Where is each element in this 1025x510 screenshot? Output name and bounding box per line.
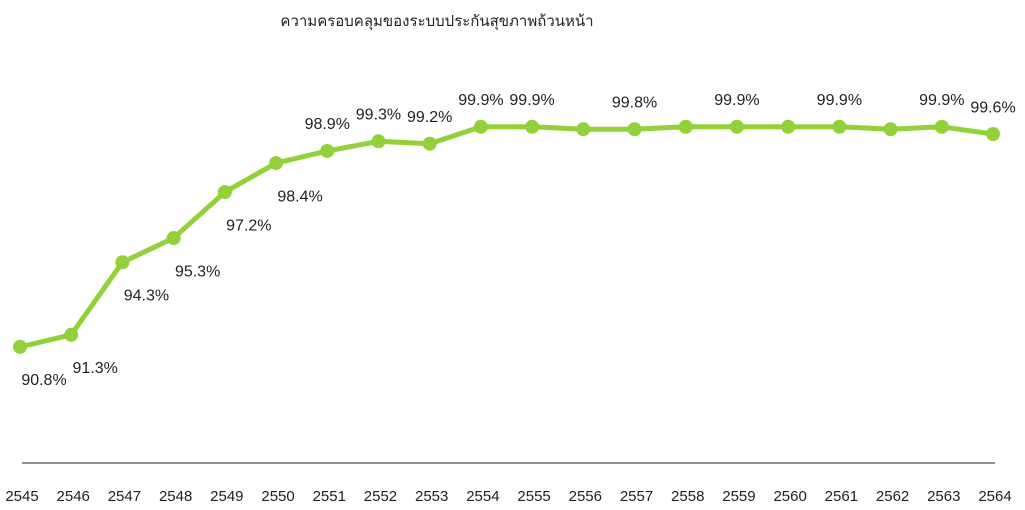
marker bbox=[832, 119, 847, 134]
x-tick-label: 2561 bbox=[825, 488, 858, 505]
marker bbox=[371, 134, 386, 149]
x-tick-label: 2546 bbox=[57, 488, 90, 505]
marker bbox=[269, 156, 284, 171]
marker bbox=[729, 119, 744, 134]
x-tick-label: 2549 bbox=[210, 488, 243, 505]
x-tick-label: 2559 bbox=[722, 488, 755, 505]
x-tick-label: 2548 bbox=[159, 488, 192, 505]
marker bbox=[473, 119, 488, 134]
marker bbox=[13, 339, 27, 354]
data-label: 97.2% bbox=[226, 217, 271, 234]
marker bbox=[422, 136, 437, 151]
marker bbox=[576, 122, 591, 137]
data-label: 99.9% bbox=[817, 92, 862, 109]
marker bbox=[166, 231, 181, 246]
data-label: 99.6% bbox=[970, 99, 1015, 116]
data-label: 99.9% bbox=[714, 92, 759, 109]
marker bbox=[115, 255, 130, 270]
data-label: 98.9% bbox=[305, 116, 350, 133]
data-label: 94.3% bbox=[124, 287, 169, 304]
x-tick-label: 2551 bbox=[313, 488, 346, 505]
data-label: 99.2% bbox=[407, 109, 452, 126]
x-tick-label: 2562 bbox=[876, 488, 909, 505]
data-label: 91.3% bbox=[73, 360, 118, 377]
data-label: 99.8% bbox=[612, 94, 657, 111]
marker bbox=[934, 119, 949, 134]
marker bbox=[64, 327, 79, 342]
marker bbox=[320, 143, 335, 158]
line bbox=[19, 124, 994, 350]
data-label: 99.9% bbox=[919, 92, 964, 109]
data-label: 99.9% bbox=[509, 92, 554, 109]
marker bbox=[781, 119, 796, 134]
marker bbox=[217, 185, 232, 200]
marker bbox=[678, 119, 693, 134]
marker bbox=[525, 119, 540, 134]
data-label: 90.8% bbox=[21, 372, 66, 389]
chart-title: ความครอบคลุมของระบบประกันสุขภาพถ้วนหน้า bbox=[280, 13, 593, 31]
marker bbox=[627, 122, 642, 137]
x-tick-label: 2550 bbox=[261, 488, 294, 505]
x-tick-label: 2563 bbox=[927, 488, 960, 505]
x-tick-label: 2555 bbox=[517, 488, 550, 505]
x-tick-label: 2558 bbox=[671, 488, 704, 505]
marker bbox=[883, 122, 898, 137]
x-tick-label: 2556 bbox=[569, 488, 602, 505]
data-label: 99.9% bbox=[458, 92, 503, 109]
data-label: 98.4% bbox=[277, 188, 322, 205]
x-tick-label: 2554 bbox=[466, 488, 499, 505]
data-label: 99.3% bbox=[356, 107, 401, 124]
marker bbox=[986, 127, 1000, 142]
data-label: 95.3% bbox=[175, 263, 220, 280]
x-tick-label: 2547 bbox=[108, 488, 141, 505]
x-tick-label: 2545 bbox=[5, 488, 38, 505]
x-tick-label: 2564 bbox=[978, 488, 1011, 505]
x-tick-label: 2553 bbox=[415, 488, 448, 505]
x-tick-label: 2557 bbox=[620, 488, 653, 505]
x-tick-label: 2560 bbox=[773, 488, 806, 505]
x-tick-label: 2552 bbox=[364, 488, 397, 505]
